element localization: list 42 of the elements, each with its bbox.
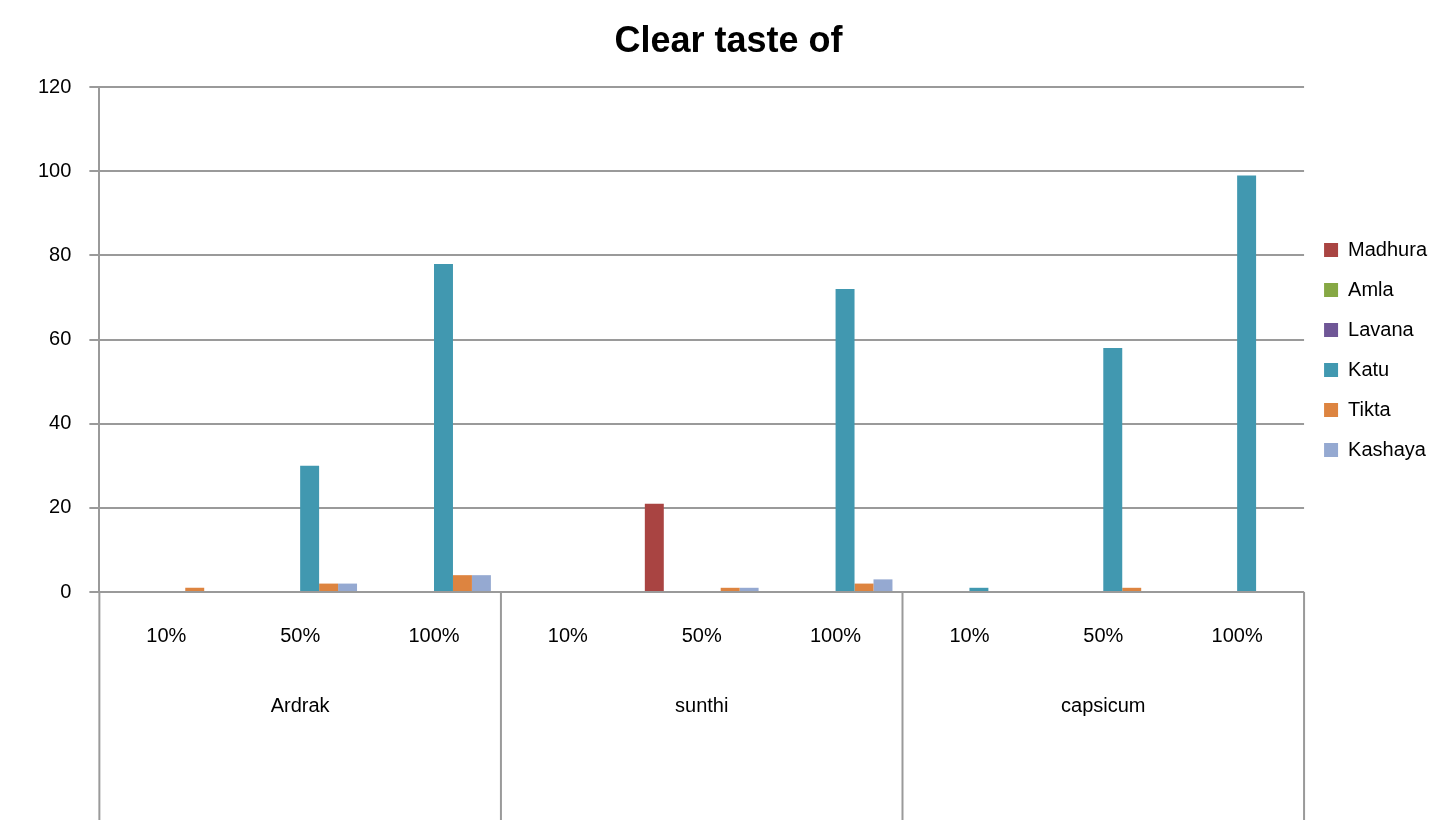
x-tick-label: 100% xyxy=(408,623,460,646)
y-tick-label: 60 xyxy=(49,327,72,350)
bar xyxy=(720,587,740,591)
bar xyxy=(300,465,320,591)
bar xyxy=(185,587,205,591)
bar xyxy=(1122,587,1142,591)
text: capsicum xyxy=(1061,693,1146,716)
y-tick-label: 100 xyxy=(37,158,72,181)
y-tick-label: 40 xyxy=(49,411,72,434)
legend-label: Amla xyxy=(1348,277,1395,300)
text: Ardrak xyxy=(270,693,331,716)
bar xyxy=(739,587,759,591)
bar xyxy=(452,575,472,591)
legend-label: Kashaya xyxy=(1348,437,1427,460)
bar xyxy=(434,263,453,591)
bar xyxy=(1103,348,1123,591)
bar xyxy=(835,289,855,591)
y-tick-label: 80 xyxy=(49,242,72,265)
y-tick-label: 20 xyxy=(49,495,72,518)
bar xyxy=(338,583,358,591)
bar xyxy=(1237,175,1257,591)
y-tick-label: 0 xyxy=(60,579,72,602)
x-tick-label: 10% xyxy=(146,623,187,646)
chart-title: Clear taste of xyxy=(614,18,844,60)
legend-label: Madhura xyxy=(1348,237,1428,260)
x-tick-label: 100% xyxy=(1211,623,1263,646)
x-tick-label: 10% xyxy=(547,623,589,646)
x-tick-label: 10% xyxy=(949,623,990,646)
legend-label: Lavana xyxy=(1348,317,1415,340)
legend-label: Tikta xyxy=(1348,397,1392,420)
bar xyxy=(873,579,893,591)
y-tick-label: 120 xyxy=(37,74,72,97)
text: sunthi xyxy=(675,693,729,716)
bar xyxy=(319,583,339,591)
bar xyxy=(471,575,491,591)
bar xyxy=(969,587,989,591)
legend-label: Katu xyxy=(1348,357,1390,380)
bar xyxy=(644,503,664,591)
x-tick-label: 50% xyxy=(280,623,321,646)
x-tick-label: 50% xyxy=(681,623,722,646)
x-tick-label: 50% xyxy=(1083,623,1124,646)
x-tick-label: 100% xyxy=(809,623,862,646)
